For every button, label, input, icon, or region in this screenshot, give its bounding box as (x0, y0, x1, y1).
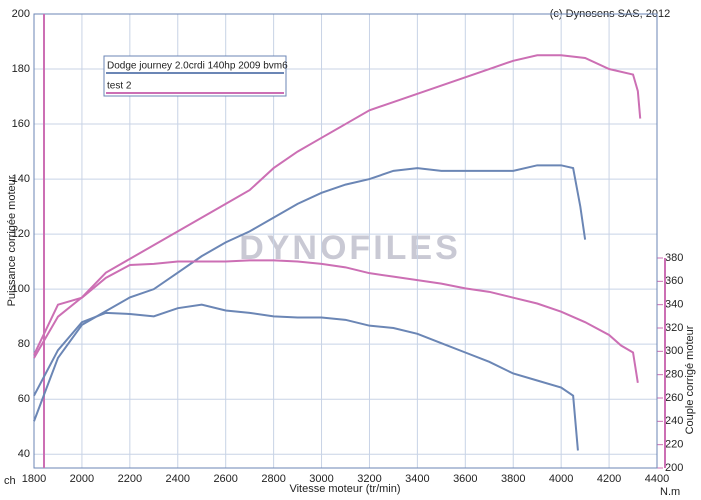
x-tick-label: 2400 (166, 473, 190, 485)
power-line (33, 164, 587, 422)
y-tick-label: 140 (12, 173, 30, 185)
x-tick-label: 4400 (645, 473, 669, 485)
x-tick-label: 2200 (118, 473, 142, 485)
y-tick-label: 120 (12, 228, 30, 240)
x-tick-label: 1800 (22, 473, 46, 485)
y2-tick-label: 320 (665, 322, 683, 334)
y2-tick-label: 280 (665, 369, 683, 381)
x-tick-label: 3200 (357, 473, 381, 485)
x-tick-label: 2800 (261, 473, 285, 485)
x-tick-label: 3600 (453, 473, 477, 485)
y2-tick-label: 340 (665, 299, 683, 311)
x-tick-label: 3000 (309, 473, 333, 485)
y2-tick-label: 260 (665, 392, 683, 404)
y2-unit: N.m (660, 486, 680, 498)
y-tick-label: 80 (18, 338, 30, 350)
x-tick-label: 4200 (597, 473, 621, 485)
torque-line (33, 259, 639, 383)
y-tick-label: 200 (12, 8, 30, 20)
torque-line (33, 303, 579, 451)
x-axis-label: Vitesse moteur (tr/min) (289, 483, 400, 495)
x-tick-label: 3800 (501, 473, 525, 485)
plot-frame (33, 13, 658, 469)
legend-label: test 2 (107, 81, 132, 92)
y2-tick-label: 240 (665, 415, 683, 427)
y2-tick-label: 380 (665, 252, 683, 264)
legend (103, 55, 287, 97)
y-tick-label: 40 (18, 448, 30, 460)
x-tick-label: 3400 (405, 473, 429, 485)
y2-axis-label: Couple corrigé moteur (684, 325, 696, 434)
x-tick-label: 2000 (70, 473, 94, 485)
y2-tick-label: 200 (665, 462, 683, 474)
y-tick-label: 60 (18, 393, 30, 405)
y-tick-label: 100 (12, 283, 30, 295)
legend-label: Dodge journey 2.0crdi 140hp 2009 bvm6 (107, 61, 288, 72)
power-line (33, 54, 642, 359)
x-tick-label: 4000 (549, 473, 573, 485)
x-tick-label: 2600 (213, 473, 237, 485)
y-tick-label: 160 (12, 118, 30, 130)
y2-tick-label: 220 (665, 439, 683, 451)
y2-tick-label: 360 (665, 275, 683, 287)
y2-tick-label: 300 (665, 345, 683, 357)
y-unit: ch (4, 475, 16, 487)
y-axis-label: Puissance corrigée moteur (6, 175, 18, 306)
y-tick-label: 180 (12, 63, 30, 75)
